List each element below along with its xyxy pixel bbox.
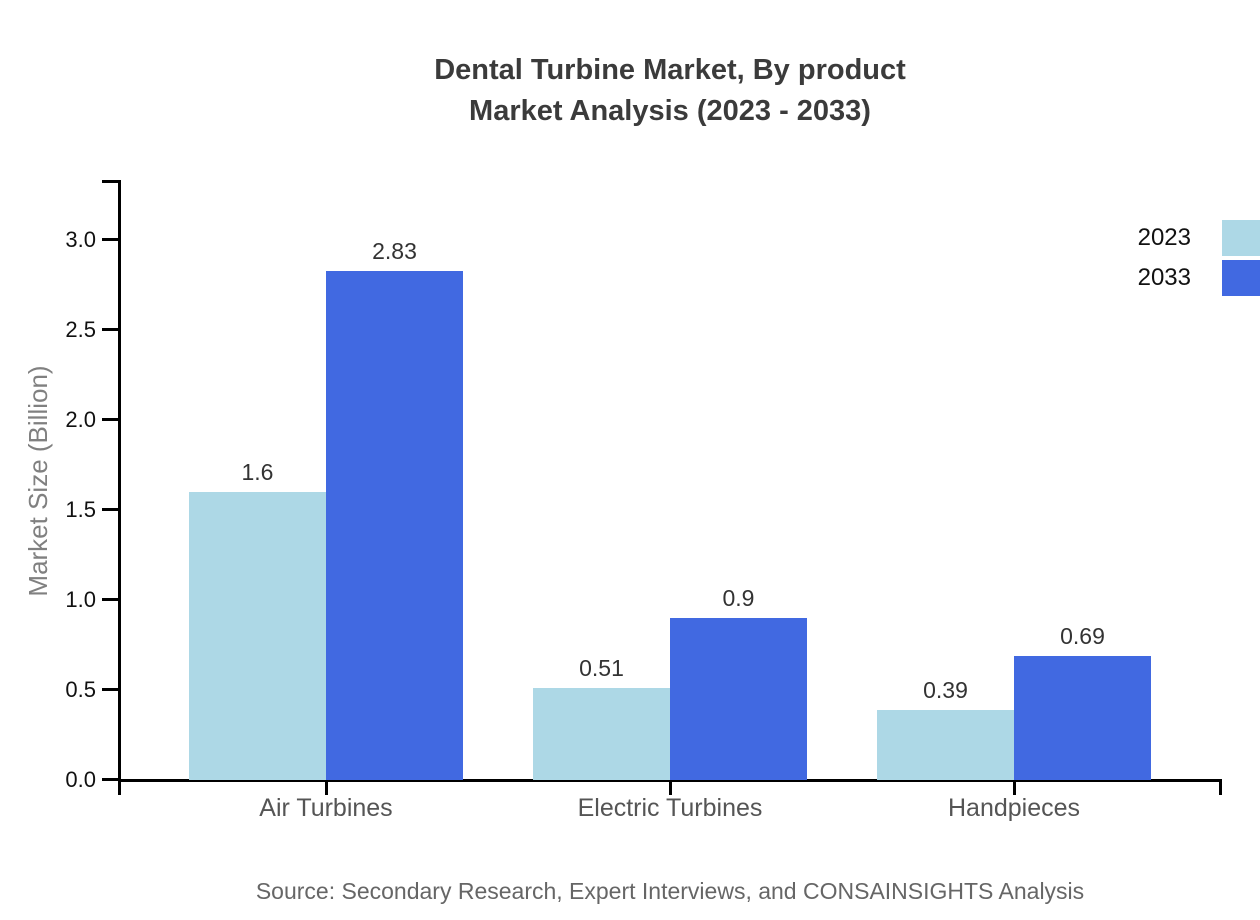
x-tick-mark <box>669 782 672 795</box>
y-tick-label: 0.0 <box>65 767 96 792</box>
bar-value-label: 0.69 <box>1060 623 1105 649</box>
x-tick-mark <box>1013 782 1016 795</box>
bar-value-label: 2.83 <box>372 238 417 264</box>
y-axis-end-tick <box>102 180 118 183</box>
bar-value-label: 0.9 <box>722 585 755 611</box>
legend-item-2023: 2023 <box>1138 220 1260 256</box>
y-tick-label: 0.5 <box>65 677 96 702</box>
y-tick-mark <box>102 778 118 781</box>
y-tick-label: 3.0 <box>65 227 96 252</box>
chart-title: Dental Turbine Market, By product Market… <box>118 50 1222 132</box>
legend: 2023 2033 <box>1138 220 1260 300</box>
legend-swatch-2023 <box>1222 220 1260 256</box>
bar-value-label: 0.39 <box>923 677 968 703</box>
category-label: Handpieces <box>947 794 1081 822</box>
chart-title-line2: Market Analysis (2023 - 2033) <box>469 95 871 127</box>
y-tick-label: 2.0 <box>65 407 96 432</box>
y-axis-spine <box>118 180 121 795</box>
bar-2033-air-turbines <box>326 271 463 780</box>
y-axis-title: Market Size (Billion) <box>23 365 53 597</box>
x-axis-spine <box>118 779 1222 782</box>
chart-title-line1: Dental Turbine Market, By product <box>434 54 906 86</box>
bar-value-label: 1.6 <box>241 459 274 485</box>
bar-value-label: 0.51 <box>579 655 624 681</box>
legend-swatch-2033 <box>1222 260 1260 296</box>
bar-2033-electric-turbines <box>670 618 807 780</box>
y-tick-label: 1.5 <box>65 497 96 522</box>
legend-item-2033: 2033 <box>1138 260 1260 296</box>
y-tick-mark <box>102 598 118 601</box>
y-tick-mark <box>102 688 118 691</box>
bar-2023-air-turbines <box>189 492 326 780</box>
source-note: Source: Secondary Research, Expert Inter… <box>255 878 1085 904</box>
y-tick-label: 1.0 <box>65 587 96 612</box>
y-tick-mark <box>102 328 118 331</box>
y-tick-label: 2.5 <box>65 317 96 342</box>
legend-label: 2033 <box>1137 264 1191 291</box>
bar-2023-electric-turbines <box>533 688 670 780</box>
bar-2023-handpieces <box>877 710 1014 780</box>
y-tick-mark <box>102 238 118 241</box>
y-tick-mark <box>102 418 118 421</box>
x-axis-end-tick <box>1219 782 1222 795</box>
y-tick-mark <box>102 508 118 511</box>
category-label: Air Turbines <box>259 794 393 822</box>
category-label: Electric Turbines <box>577 794 763 822</box>
legend-label: 2023 <box>1137 224 1191 251</box>
x-tick-mark <box>325 782 328 795</box>
bar-2033-handpieces <box>1014 656 1151 780</box>
